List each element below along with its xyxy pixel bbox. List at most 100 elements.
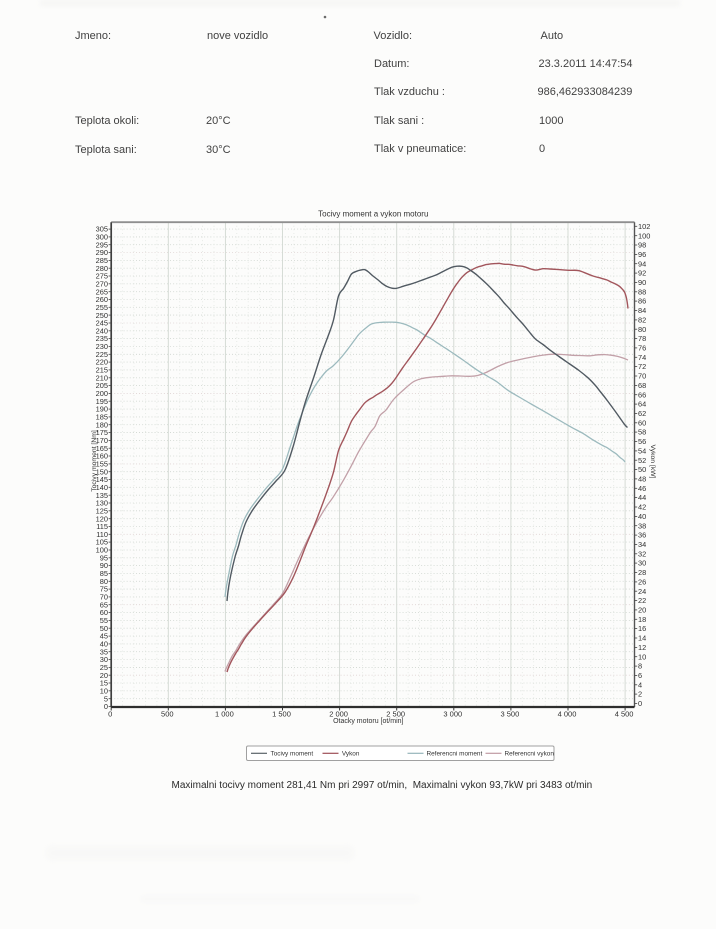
svg-text:42: 42 <box>638 503 646 512</box>
svg-text:Referencni moment: Referencni moment <box>427 751 483 758</box>
svg-text:38: 38 <box>638 521 646 530</box>
svg-text:70: 70 <box>638 372 646 381</box>
svg-text:160: 160 <box>96 452 108 461</box>
svg-text:Tocivy moment [Nm]: Tocivy moment [Nm] <box>91 430 98 492</box>
svg-text:8: 8 <box>638 662 642 671</box>
svg-text:205: 205 <box>96 381 108 390</box>
svg-text:220: 220 <box>96 358 108 367</box>
svg-text:175: 175 <box>96 428 108 437</box>
svg-text:85: 85 <box>100 569 108 578</box>
svg-text:230: 230 <box>96 342 108 351</box>
svg-text:Vykon: Vykon <box>342 751 360 758</box>
svg-text:64: 64 <box>638 400 646 409</box>
svg-text:105: 105 <box>96 538 108 547</box>
svg-text:155: 155 <box>96 460 108 469</box>
svg-text:0: 0 <box>638 699 642 708</box>
svg-text:130: 130 <box>96 499 108 508</box>
svg-text:94: 94 <box>638 259 646 268</box>
svg-text:Referencni vykon: Referencni vykon <box>505 751 555 758</box>
svg-text:22: 22 <box>638 596 646 605</box>
svg-text:72: 72 <box>638 362 646 371</box>
svg-text:135: 135 <box>96 491 108 500</box>
svg-text:195: 195 <box>96 397 108 406</box>
svg-text:Tocivy moment: Tocivy moment <box>271 751 314 758</box>
svg-text:120: 120 <box>96 514 108 523</box>
svg-text:275: 275 <box>96 272 108 281</box>
svg-text:20: 20 <box>100 671 108 680</box>
svg-text:36: 36 <box>638 531 646 540</box>
svg-text:14: 14 <box>638 634 646 643</box>
svg-text:46: 46 <box>638 484 646 493</box>
svg-text:170: 170 <box>96 436 108 445</box>
svg-text:185: 185 <box>96 413 108 422</box>
svg-text:125: 125 <box>96 506 108 515</box>
svg-text:18: 18 <box>638 615 646 624</box>
svg-text:30: 30 <box>100 655 108 664</box>
svg-text:40: 40 <box>638 512 646 521</box>
svg-text:150: 150 <box>96 467 108 476</box>
svg-text:190: 190 <box>96 405 108 414</box>
svg-text:90: 90 <box>100 561 108 570</box>
svg-text:35: 35 <box>100 647 108 656</box>
svg-text:225: 225 <box>96 350 108 359</box>
svg-text:180: 180 <box>96 420 108 429</box>
svg-text:86: 86 <box>638 297 646 306</box>
svg-text:10: 10 <box>638 652 646 661</box>
svg-text:80: 80 <box>100 577 108 586</box>
svg-text:45: 45 <box>100 632 108 641</box>
svg-text:500: 500 <box>161 710 174 719</box>
svg-text:80: 80 <box>638 325 646 334</box>
svg-text:0: 0 <box>104 702 108 711</box>
svg-text:0: 0 <box>108 710 112 719</box>
svg-text:210: 210 <box>96 373 108 382</box>
svg-text:95: 95 <box>100 553 108 562</box>
svg-text:1 500: 1 500 <box>272 710 291 719</box>
svg-text:16: 16 <box>638 624 646 633</box>
svg-text:1 000: 1 000 <box>215 710 234 719</box>
svg-text:74: 74 <box>638 353 646 362</box>
svg-text:5: 5 <box>104 694 108 703</box>
svg-text:100: 100 <box>96 546 108 555</box>
svg-text:65: 65 <box>100 600 108 609</box>
svg-text:215: 215 <box>96 366 108 375</box>
svg-text:100: 100 <box>638 231 650 240</box>
svg-text:26: 26 <box>638 578 646 587</box>
svg-text:76: 76 <box>638 344 646 353</box>
svg-text:50: 50 <box>638 465 646 474</box>
svg-text:245: 245 <box>96 319 108 328</box>
svg-text:140: 140 <box>96 483 108 492</box>
svg-text:10: 10 <box>100 686 108 695</box>
svg-text:82: 82 <box>638 316 646 325</box>
svg-text:Otacky motoru [ot/min]: Otacky motoru [ot/min] <box>333 718 403 725</box>
svg-text:2 500: 2 500 <box>386 710 405 719</box>
svg-text:58: 58 <box>638 428 646 437</box>
svg-text:255: 255 <box>96 303 108 312</box>
svg-text:290: 290 <box>96 248 108 257</box>
svg-text:62: 62 <box>638 409 646 418</box>
svg-text:4 000: 4 000 <box>558 710 577 719</box>
svg-text:280: 280 <box>96 264 108 273</box>
svg-text:92: 92 <box>638 269 646 278</box>
svg-text:305: 305 <box>96 225 108 234</box>
svg-text:102: 102 <box>638 222 650 231</box>
svg-text:40: 40 <box>100 640 108 649</box>
svg-text:Vykon [kW]: Vykon [kW] <box>649 444 656 478</box>
svg-text:52: 52 <box>638 456 646 465</box>
svg-text:110: 110 <box>96 530 108 539</box>
svg-text:12: 12 <box>638 643 646 652</box>
svg-text:68: 68 <box>638 381 646 390</box>
svg-text:250: 250 <box>96 311 108 320</box>
svg-text:2: 2 <box>638 690 642 699</box>
svg-text:48: 48 <box>638 475 646 484</box>
svg-text:88: 88 <box>638 287 646 296</box>
svg-text:15: 15 <box>100 679 108 688</box>
svg-text:56: 56 <box>638 437 646 446</box>
svg-text:55: 55 <box>100 616 108 625</box>
svg-text:6: 6 <box>638 671 642 680</box>
svg-text:30: 30 <box>638 559 646 568</box>
svg-text:3 500: 3 500 <box>501 710 520 719</box>
svg-text:60: 60 <box>638 418 646 427</box>
svg-text:200: 200 <box>96 389 108 398</box>
svg-text:270: 270 <box>96 279 108 288</box>
svg-text:24: 24 <box>638 587 646 596</box>
